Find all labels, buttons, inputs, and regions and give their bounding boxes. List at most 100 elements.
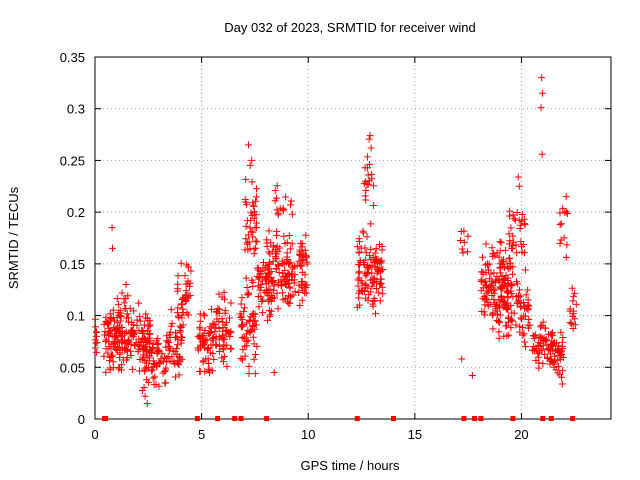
data-point xyxy=(244,336,252,344)
data-point xyxy=(134,348,142,356)
data-point xyxy=(117,312,125,320)
data-point xyxy=(374,289,382,297)
data-point xyxy=(161,367,169,375)
data-point xyxy=(241,196,249,204)
data-point xyxy=(227,344,235,352)
data-point xyxy=(286,201,294,209)
data-point xyxy=(496,302,504,310)
data-point xyxy=(102,313,110,321)
data-point xyxy=(100,320,108,328)
data-point xyxy=(505,313,513,321)
data-point xyxy=(514,280,522,288)
data-point xyxy=(245,362,253,370)
data-point xyxy=(512,241,520,249)
data-point xyxy=(128,326,136,334)
data-point xyxy=(516,323,524,331)
data-point xyxy=(184,311,192,319)
data-point xyxy=(495,328,503,336)
data-point xyxy=(149,374,157,382)
data-point xyxy=(109,314,117,322)
data-point xyxy=(278,257,286,265)
data-point xyxy=(219,336,227,344)
data-point xyxy=(204,329,212,337)
data-point xyxy=(353,243,361,251)
data-point xyxy=(487,270,495,278)
data-point xyxy=(242,175,250,183)
data-point xyxy=(520,312,528,320)
baseline-marker xyxy=(354,416,360,421)
data-point xyxy=(186,279,194,287)
data-point xyxy=(242,235,250,243)
data-point xyxy=(295,288,303,296)
baseline-marker xyxy=(472,416,478,421)
data-point xyxy=(537,104,545,112)
data-point xyxy=(226,333,234,341)
data-point xyxy=(102,345,110,353)
data-point xyxy=(282,273,290,281)
data-point xyxy=(110,317,118,325)
data-point xyxy=(226,314,233,322)
data-point xyxy=(554,369,562,377)
data-point xyxy=(149,339,157,347)
data-point xyxy=(265,306,273,314)
data-point xyxy=(548,357,556,365)
x-tick-label: 15 xyxy=(408,427,422,442)
data-point xyxy=(520,330,528,338)
data-point xyxy=(492,305,500,313)
data-point xyxy=(196,325,204,333)
data-point xyxy=(571,289,579,297)
data-point xyxy=(502,271,510,279)
data-point xyxy=(366,276,374,284)
data-point xyxy=(518,211,526,219)
data-point xyxy=(179,309,187,317)
data-point xyxy=(249,202,257,210)
data-point xyxy=(278,289,286,297)
data-point xyxy=(515,182,523,190)
data-point xyxy=(496,260,504,268)
data-point xyxy=(218,354,226,362)
data-point xyxy=(376,257,384,265)
data-point xyxy=(571,321,579,329)
data-point xyxy=(199,358,207,366)
data-point xyxy=(363,153,371,161)
data-point xyxy=(110,340,118,348)
baseline-marker xyxy=(570,416,576,421)
data-point xyxy=(362,196,370,204)
data-point xyxy=(489,325,497,333)
data-point xyxy=(570,292,578,300)
data-point xyxy=(168,353,176,361)
data-point xyxy=(185,282,193,290)
data-point xyxy=(252,197,260,205)
data-point xyxy=(363,233,371,241)
data-point xyxy=(488,244,496,252)
data-point xyxy=(359,258,367,266)
data-point xyxy=(269,294,277,302)
data-point xyxy=(298,246,306,254)
data-point xyxy=(371,249,379,257)
data-point xyxy=(363,164,371,172)
data-point xyxy=(490,269,498,277)
data-point xyxy=(538,74,546,82)
data-point xyxy=(252,185,260,193)
data-point xyxy=(480,292,488,300)
data-point xyxy=(505,240,513,248)
data-point xyxy=(363,181,371,189)
data-point xyxy=(371,256,379,264)
data-point xyxy=(481,311,489,319)
data-point xyxy=(108,332,116,340)
data-point xyxy=(139,351,147,359)
data-point xyxy=(263,236,271,244)
data-point xyxy=(559,333,567,341)
data-point xyxy=(500,332,508,340)
data-point xyxy=(509,232,517,240)
data-point xyxy=(362,294,370,302)
data-point xyxy=(185,292,193,300)
data-point xyxy=(303,260,311,268)
data-point xyxy=(242,222,250,230)
data-point xyxy=(246,224,254,232)
data-point xyxy=(105,357,113,365)
data-point xyxy=(557,373,565,381)
data-point xyxy=(101,328,109,336)
data-point xyxy=(536,342,544,350)
data-point xyxy=(562,193,570,201)
